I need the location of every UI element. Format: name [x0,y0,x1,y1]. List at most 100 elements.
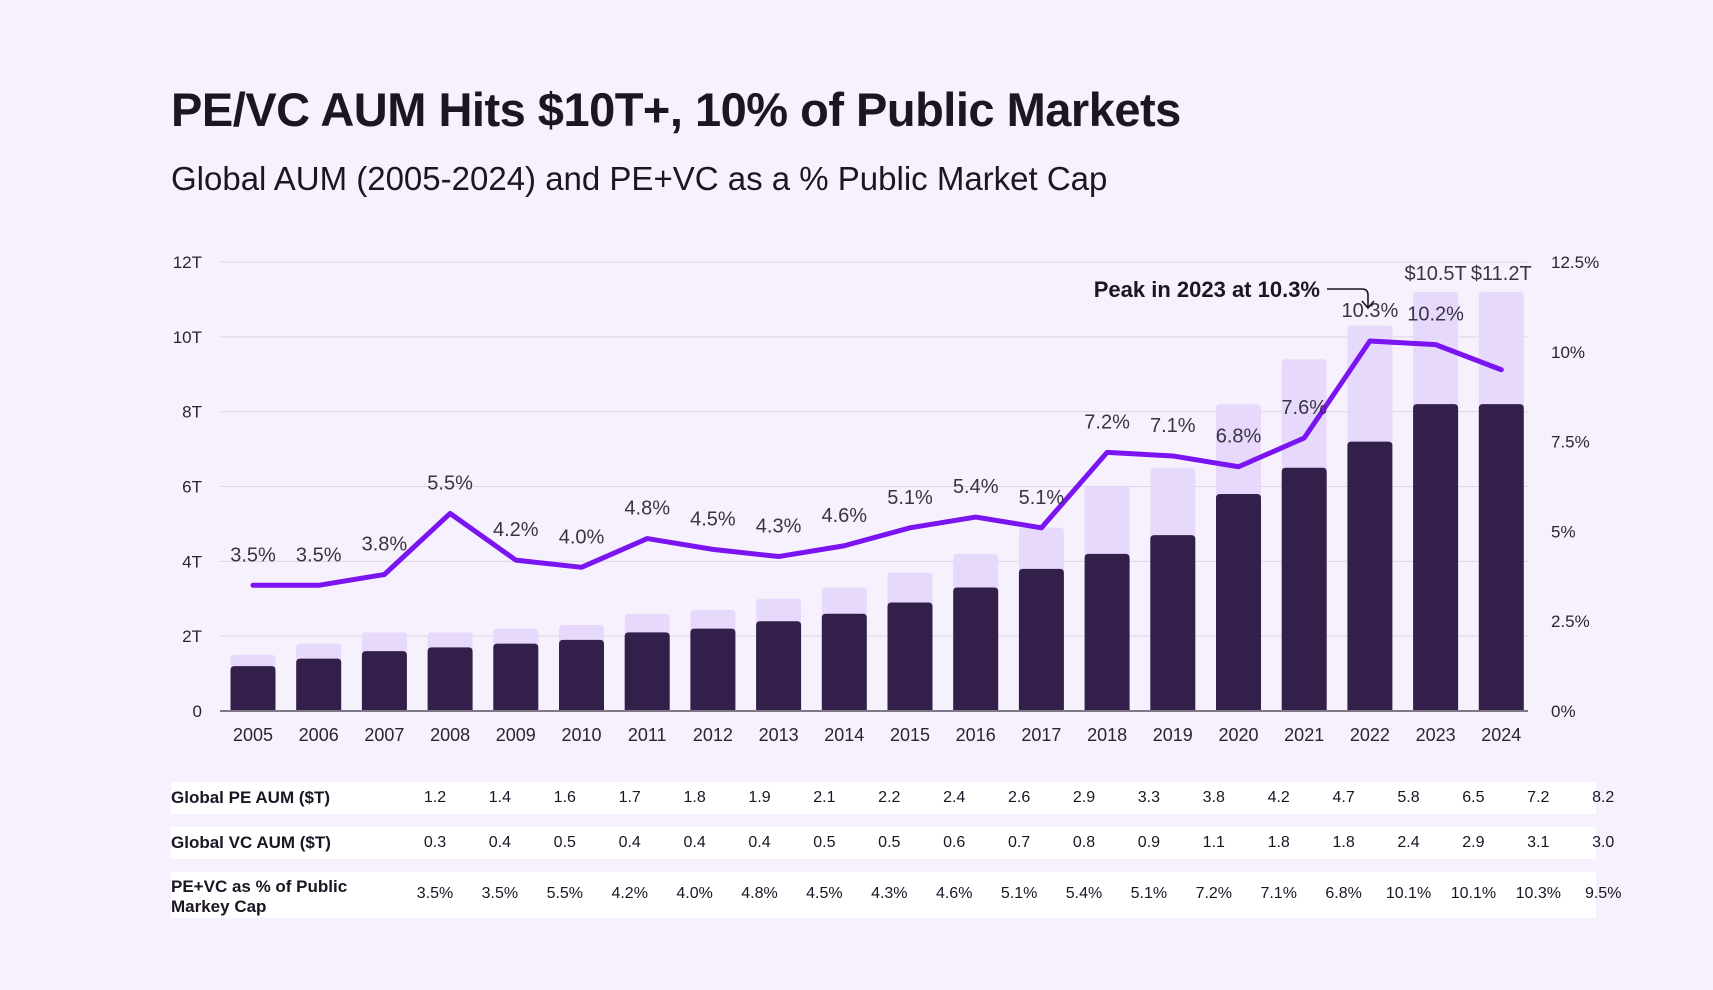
y-tick-left: 6T [182,478,202,497]
y-tick-right: 7.5% [1551,433,1590,452]
x-tick-label: 2014 [824,725,864,745]
x-tick-label: 2012 [693,725,733,745]
x-tick-label: 2013 [759,725,799,745]
pct-label: 4.2% [493,519,539,541]
y-tick-left: 4T [182,552,202,571]
table-row: Global PE AUM ($T) 1.2 1.4 1.6 1.7 1.8 1.9 2.1 2… [171,782,1614,814]
y-tick-right: 12.5% [1551,253,1599,272]
table-cell: 10.1% [1385,885,1432,902]
table-cell: 1.8 [1332,834,1355,851]
x-tick-label: 2008 [430,725,470,745]
table-cell: 2.2 [878,789,901,806]
table-cell: 6.8% [1325,885,1362,902]
chart-title: PE/VC AUM Hits $10T+, 10% of Public Mark… [171,83,1181,136]
pct-label: 6.8% [1216,426,1262,448]
table-cell: 4.2% [611,885,648,902]
table-cell: 0.3 [423,834,447,851]
table-cell: 0.6 [943,834,966,851]
pct-label: 5.5% [427,472,473,494]
table-cell: 4.6% [935,885,973,902]
pct-series-line [250,338,1504,588]
table-row-label: PE+VC as % of Public Markey Cap [171,877,348,916]
table-cell: 0.5 [878,834,901,851]
pe-bar [361,651,407,711]
y-tick-left: 2T [182,627,202,646]
pe-bar [230,666,276,711]
pct-label: 10.3% [1342,300,1399,322]
pe-bar [821,613,867,711]
x-tick-label: 2022 [1350,725,1390,745]
table-cell: 3.1 [1527,834,1550,851]
table-cell: 3.3 [1137,789,1161,806]
table-cell: 1.7 [618,789,641,806]
table-row-label: Global PE AUM ($T) [171,788,330,807]
x-tick-label: 2018 [1087,725,1127,745]
x-tick-label: 2020 [1218,725,1258,745]
pe-bar [953,587,999,711]
table-cell: 0.4 [618,834,641,851]
pct-label: 5.1% [1019,487,1065,509]
x-tick-label: 2007 [364,725,404,745]
table-row: PE+VC as % of Public Markey Cap 3.5% 3.5% 5… [171,872,1621,918]
pct-line [250,338,1504,588]
pe-bar [1413,404,1459,711]
table-cell: 1.1 [1202,834,1225,851]
pct-label: 7.2% [1084,411,1130,433]
table-cell: 4.3% [871,885,908,902]
pe-bar [1150,535,1196,711]
x-tick-label: 2010 [561,725,601,745]
table-cell: 0.4 [488,834,512,851]
table-cell: 0.8 [1072,834,1096,851]
aum-chart: $10.5T $11.2T 3.5% 3.5% 3.8% 5.5% 4.2% 4.0% 4.8%… [173,253,1600,745]
table-cell: 7.2% [1195,885,1233,902]
table-cell: 4.5% [806,885,843,902]
pct-label: 10.2% [1407,304,1464,326]
x-tick-label: 2019 [1153,725,1193,745]
total-label: $11.2T [1471,263,1532,285]
total-label: $10.5T [1404,263,1466,285]
table-cell: 1.4 [488,789,512,806]
pe-bar [887,602,933,711]
table-cell: 5.1% [1130,885,1168,902]
table-cell: 4.7 [1332,789,1355,806]
y-tick-left: 10T [173,328,202,347]
table-cell: 10.1% [1450,885,1497,902]
table-cell: 1.8 [683,789,706,806]
x-tick-label: 2006 [299,725,339,745]
y-tick-right: 0% [1551,702,1576,721]
pe-bar [1281,467,1327,711]
table-cell: 1.2 [423,789,447,806]
pe-bar [1084,553,1130,711]
pe-bar [1347,441,1393,711]
table-cell: 8.2 [1592,789,1615,806]
table-cell: 7.1% [1260,885,1297,902]
x-tick-label: 2009 [496,725,536,745]
pct-label: 3.5% [230,544,276,566]
annotation-text: Peak in 2023 at 10.3% [1094,277,1320,302]
peak-annotation: Peak in 2023 at 10.3% [1094,277,1375,310]
pe-bar [559,639,604,711]
table-cell: 2.4 [943,789,966,806]
table-row: Global VC AUM ($T) 0.3 0.4 0.5 0.4 0.4 0.4 0.5 0… [171,827,1614,859]
table-cell: 0.9 [1137,834,1161,851]
pct-label: 7.6% [1281,397,1327,419]
gridlines [220,261,1528,637]
table-cell: 0.4 [748,834,771,851]
axes: 0 2T 4T 6T 8T 10T 12T 0% 2.5% 5% 7.5% 10% 12.5% 2005 2… [173,253,1600,745]
x-tick-label: 2016 [956,725,996,745]
x-tick-label: 2024 [1481,725,1521,745]
x-tick-label: 2017 [1021,725,1061,745]
x-tick-label: 2011 [628,725,667,745]
pct-label: 3.5% [296,544,342,566]
table-cell: 0.5 [813,834,836,851]
y-tick-right: 10% [1551,343,1585,362]
table-cell: 2.6 [1007,789,1031,806]
table-cell: 0.4 [683,834,706,851]
table-cell: 5.1% [1000,885,1038,902]
x-tick-label: 2015 [890,725,930,745]
table-cell: 9.5% [1584,885,1622,902]
table-cell: 5.4% [1065,885,1103,902]
pe-bar [690,628,736,711]
pct-label: 7.1% [1150,415,1196,437]
y-tick-right: 2.5% [1551,612,1590,631]
